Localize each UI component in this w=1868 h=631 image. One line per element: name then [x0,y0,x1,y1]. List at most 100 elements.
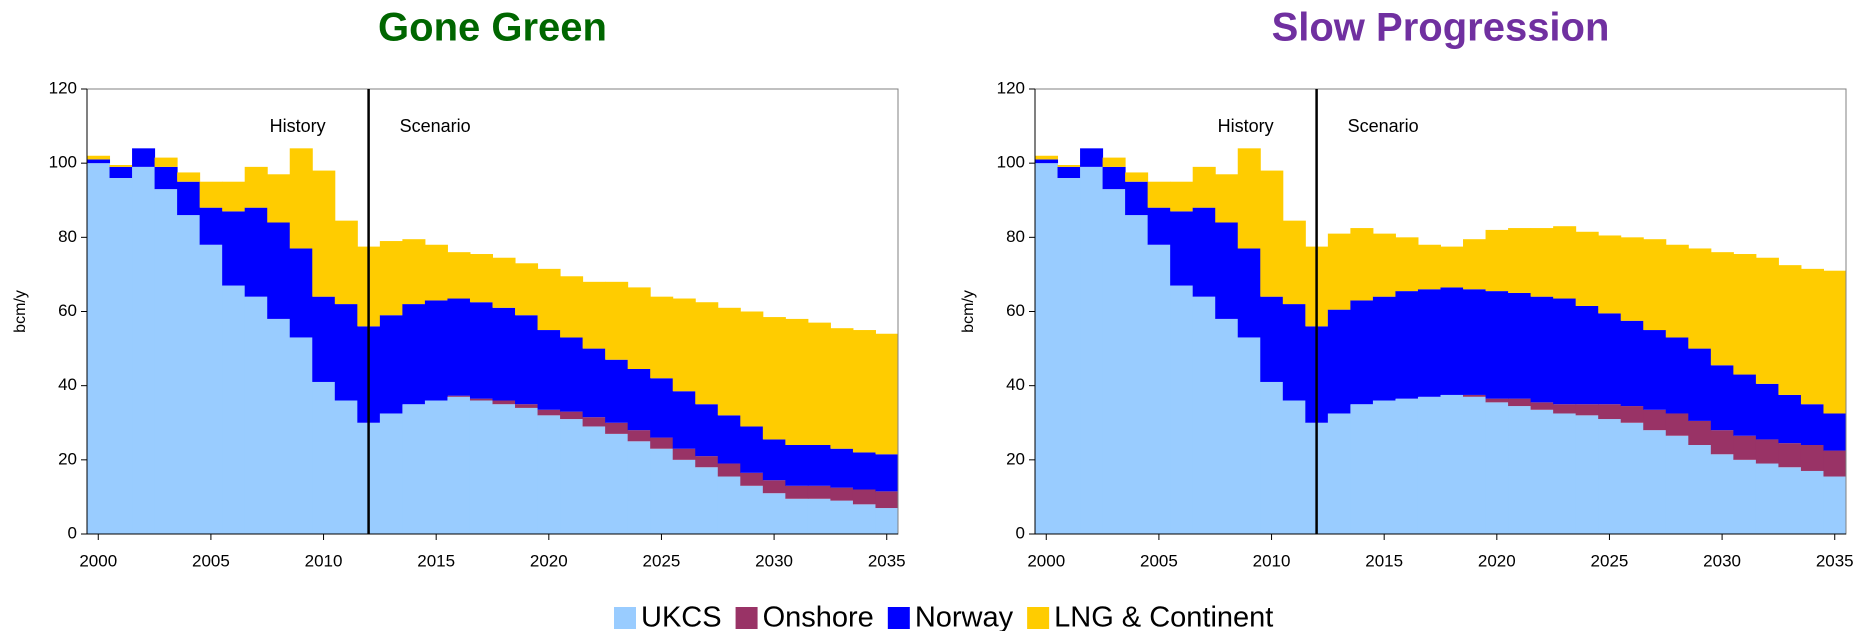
bar-segment [1170,181,1194,212]
x-tick-label: 2020 [1478,551,1516,570]
bar-segment [177,172,201,182]
bar-segment [1778,443,1802,468]
bar-segment [807,322,831,445]
bar-segment [1778,394,1802,444]
bar-segment [222,181,246,212]
bar-segment [447,252,471,299]
y-axis-label: bcm/y [960,290,977,333]
bar-segment [1282,304,1306,401]
bar-segment [740,485,764,534]
legend: UKCS Onshore Norway LNG & Continent [614,602,1273,631]
bar-segment [1147,244,1171,534]
bar-segment [807,498,831,534]
bar-segment [1440,287,1464,395]
bar-segment [1643,330,1667,410]
bar-segment [1553,413,1577,534]
y-tick-label: 0 [1016,523,1025,542]
bar-segment [627,441,651,534]
bar-segment [469,254,493,303]
bar-segment [1800,268,1824,405]
bar-segment [154,189,178,534]
bar-segment [492,307,516,401]
bar-segment [1463,289,1487,395]
bar-segment [1688,420,1712,445]
bar-segment [1440,394,1464,534]
bar-segment [875,454,899,492]
bar-segment [582,426,606,534]
bar-segment [199,181,223,208]
bar-segment [852,452,876,490]
y-tick-label: 80 [58,227,77,246]
bar-segment [1215,174,1239,223]
y-tick-label: 40 [58,375,77,394]
bar-segment [1125,181,1149,216]
bar-segment [447,396,471,534]
bar-segment [1035,155,1059,160]
bar-segment [1035,163,1059,534]
bar-segment [1733,435,1757,460]
bar-segment [1350,228,1374,301]
bar-segment [1508,228,1532,293]
bar-segment [334,304,358,401]
bar-segment [1823,270,1847,414]
x-tick-label: 2035 [1816,551,1854,570]
bar-segment [132,166,156,534]
bar-segment [1575,415,1599,534]
bar-segment [875,491,899,509]
bar-segment [1530,228,1554,297]
y-tick-label: 120 [49,78,77,97]
bar-segment [717,476,741,534]
bar-segment [1620,237,1644,321]
bar-segment [1553,226,1577,299]
bar-segment [424,244,448,301]
bar-segment [1327,233,1351,310]
bar-segment [1530,296,1554,403]
bar-segment [605,422,629,434]
bar-segment [492,404,516,534]
bar-segment [852,489,876,505]
bar-segment [785,445,809,486]
bar-segment [1080,148,1104,167]
bar-segment [695,302,719,405]
bar-segment [627,368,651,431]
bar-segment [87,159,111,164]
bar-segment [650,448,674,534]
bar-segment [672,459,696,534]
plot-area [1035,148,1847,535]
bar-segment [762,480,786,494]
bar-segment [1327,413,1351,534]
x-tick-label: 2000 [79,551,117,570]
bar-segment [1125,172,1149,182]
bar-segment [312,170,336,297]
bar-segment [1282,220,1306,305]
bar-segment [515,404,539,408]
bar-segment [109,178,133,534]
bar-segment [762,317,786,440]
bar-segment [1665,337,1689,414]
bar-segment [1530,409,1554,534]
bar-segment [1192,166,1216,208]
bar-segment [154,166,178,190]
bar-segment [807,485,831,499]
bar-segment [244,207,268,297]
bar-segment [177,215,201,535]
bar-segment [312,381,336,534]
bar-segment [1215,318,1239,534]
bar-segment [1733,459,1757,534]
bar-segment [1620,422,1644,534]
bar-segment [672,391,696,449]
bar-segment [582,281,606,349]
bar-segment [267,222,291,319]
bar-segment [222,285,246,534]
bar-segment [1282,400,1306,534]
bar-segment [695,467,719,534]
x-tick-label: 2000 [1027,551,1065,570]
annotation: Scenario [1348,116,1419,136]
bar-segment [402,239,426,305]
bar-segment [515,315,539,405]
x-tick-label: 2005 [1140,551,1178,570]
legend-swatch [1027,607,1050,629]
chart-title: Gone Green [378,6,607,50]
bar-segment [424,300,448,401]
bar-segment [1372,400,1396,534]
